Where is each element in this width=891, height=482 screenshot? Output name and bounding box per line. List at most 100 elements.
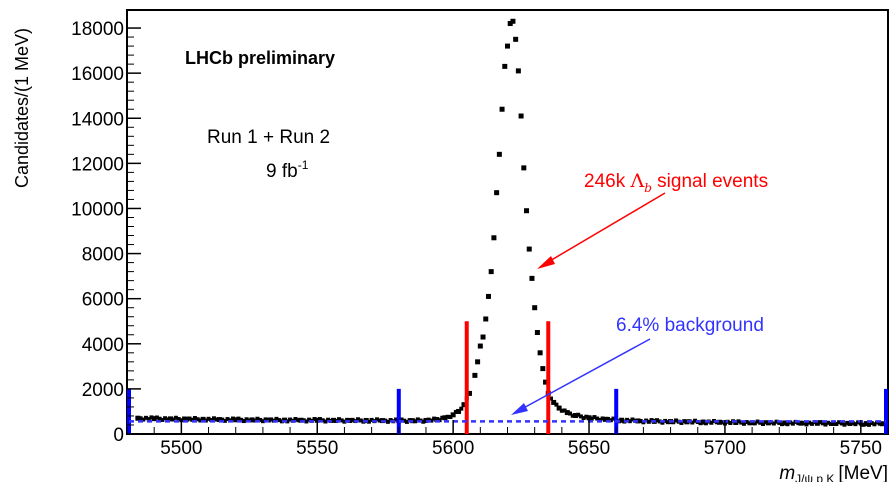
data-point [241,419,246,424]
data-point [785,422,790,427]
data-point [777,420,782,425]
signal-arrow [537,192,666,269]
data-point [663,418,668,423]
data-point [407,418,412,423]
data-point [818,420,823,425]
data-point [578,414,583,419]
data-point [526,246,532,252]
data-point [747,421,752,426]
data-point [537,350,543,356]
data-point [540,366,546,372]
data-point [269,417,274,422]
data-point [499,106,505,112]
data-point [209,418,214,423]
data-point [534,330,540,336]
data-point [850,420,855,425]
data-point [336,417,341,422]
data-point [475,359,481,365]
data-point [581,416,586,421]
data-point [524,208,530,214]
data-point [434,417,440,423]
x-tick-label: 5650 [568,438,610,459]
data-point [258,417,263,422]
y-tick-label: 18000 [71,19,124,40]
data-point [288,417,293,422]
data-point [483,316,489,322]
data-point [804,422,809,427]
data-point [141,417,146,422]
data-point [630,417,635,422]
data-point [236,416,241,421]
data-point [826,420,831,425]
data-point [415,417,420,422]
data-point [214,417,219,422]
data-point [684,419,690,425]
data-point [182,416,187,421]
data-point [461,402,467,408]
data-point [638,418,643,423]
data-point [720,420,725,425]
x-tick-label: 5750 [840,438,882,459]
data-point [293,417,298,422]
data-point [277,418,282,423]
data-point [440,415,445,420]
data-point [388,418,393,423]
data-point [576,412,581,417]
data-point [304,419,309,424]
data-point [518,113,524,119]
data-points [135,18,886,427]
data-point [459,406,464,411]
data-point [716,419,722,425]
data-point [494,190,500,196]
data-point [554,402,559,407]
data-point [356,417,361,422]
data-point [625,417,630,422]
data-point [698,421,703,426]
data-point [274,416,279,421]
data-point [366,419,371,424]
data-point [654,418,659,423]
data-point [649,418,654,423]
data-point [589,416,594,421]
data-point [157,416,162,421]
y-tick-label: 4000 [82,335,124,356]
data-point [564,410,570,416]
data-point [312,417,317,422]
data-point [230,416,235,421]
data-point [515,68,521,74]
signal-annotation: 246k Λb signal events [584,170,768,195]
data-point [429,418,434,423]
data-point [798,420,804,426]
data-point [421,419,426,424]
data-point [690,420,695,425]
plot-border [126,9,889,435]
data-point [814,420,820,426]
data-point [606,416,611,421]
data-point [744,420,749,425]
data-point [572,413,578,419]
data-point [619,417,625,423]
experiment-label: LHCb preliminary [185,48,335,68]
background-arrow [511,338,651,415]
data-point [679,420,684,425]
data-point [375,417,380,422]
data-point [453,409,458,414]
data-point [771,421,776,426]
data-point [233,417,239,423]
luminosity-label: 9 fb-1 [266,158,309,182]
data-point [192,416,197,421]
plot-frame [126,9,889,435]
data-point [758,420,763,425]
x-tick-label: 5600 [432,438,474,459]
data-point [323,419,328,424]
data-point [239,417,244,422]
data-point [700,419,706,425]
data-point [144,415,149,420]
data-point [252,418,257,423]
data-point [345,417,350,422]
data-point [399,417,404,422]
data-point [358,418,363,423]
data-point [602,416,608,422]
data-point [682,419,687,424]
